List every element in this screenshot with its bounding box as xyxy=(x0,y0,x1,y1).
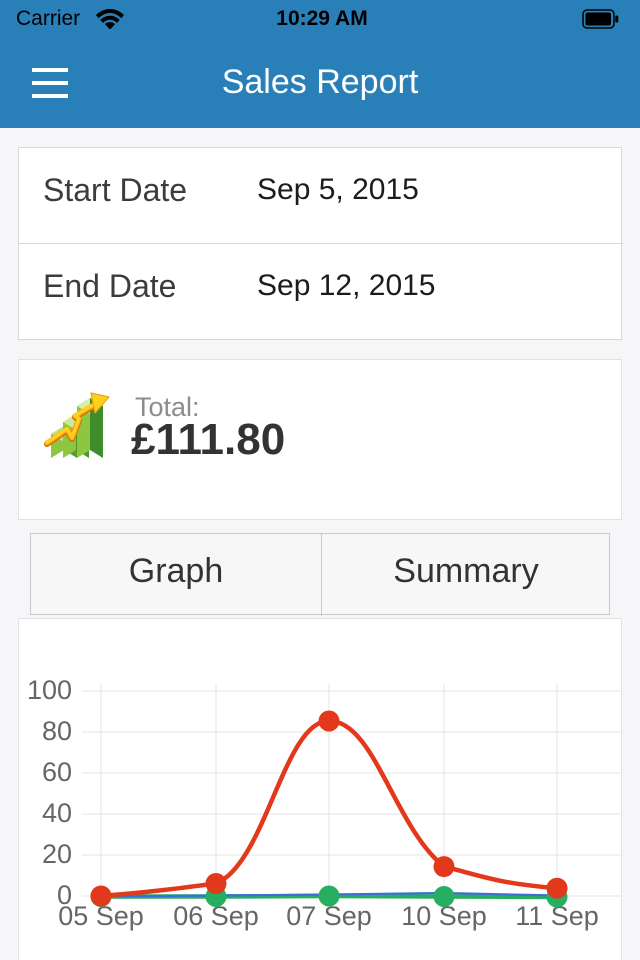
svg-text:60: 60 xyxy=(42,757,72,787)
svg-text:40: 40 xyxy=(42,798,72,828)
svg-text:20: 20 xyxy=(42,839,72,869)
svg-text:80: 80 xyxy=(42,716,72,746)
svg-text:100: 100 xyxy=(27,675,72,705)
